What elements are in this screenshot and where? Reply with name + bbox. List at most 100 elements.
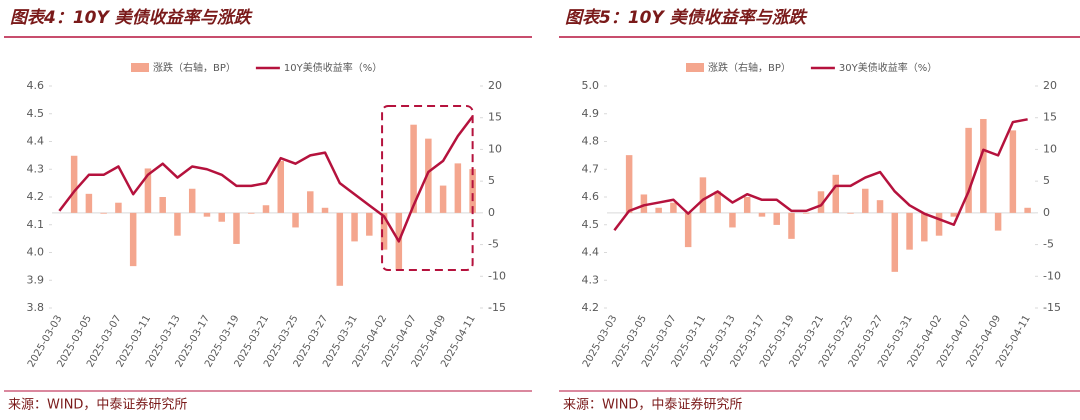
source: 来源：WIND，中泰证券研究所 bbox=[8, 397, 187, 413]
y-tick-label: 4.0 bbox=[27, 246, 45, 259]
bar bbox=[469, 169, 476, 213]
bar bbox=[729, 212, 736, 228]
bar bbox=[336, 212, 344, 286]
y-tick-label: 4.3 bbox=[582, 273, 600, 286]
legend-label: 30Y美债收益率（%） bbox=[839, 61, 937, 74]
y2-tick-label: 20 bbox=[488, 79, 502, 92]
bar bbox=[862, 188, 869, 213]
y-tick-label: 4.6 bbox=[582, 190, 600, 203]
bar bbox=[847, 212, 854, 214]
bar bbox=[684, 212, 692, 248]
chart-title: 图表5：10Y 美债收益率与涨跌 bbox=[565, 8, 809, 28]
bar bbox=[307, 191, 314, 213]
bar bbox=[1009, 130, 1017, 213]
bar bbox=[1024, 207, 1031, 213]
bar bbox=[817, 191, 825, 213]
highlight-box bbox=[381, 105, 474, 271]
y-tick-label: 3.9 bbox=[27, 273, 45, 286]
y-tick-label: 4.7 bbox=[582, 162, 600, 175]
bar bbox=[262, 205, 270, 213]
y-tick-label: 4.5 bbox=[27, 107, 45, 120]
legend-swatch bbox=[686, 63, 704, 72]
y2-tick-label: 20 bbox=[1043, 79, 1057, 92]
bar bbox=[144, 168, 152, 213]
bar bbox=[233, 212, 240, 244]
bar bbox=[994, 212, 1002, 231]
bar bbox=[906, 212, 913, 250]
bar bbox=[439, 185, 447, 213]
y-tick-label: 4.2 bbox=[582, 301, 600, 314]
y-tick-label: 4.4 bbox=[27, 135, 45, 148]
bar bbox=[115, 202, 122, 213]
bar bbox=[247, 212, 255, 214]
bar bbox=[188, 188, 196, 213]
bar bbox=[714, 191, 721, 213]
y-tick-label: 5.0 bbox=[582, 79, 600, 92]
bar bbox=[743, 197, 751, 213]
y2-tick-label: 15 bbox=[488, 111, 502, 124]
chart-title: 图表4：10Y 美债收益率与涨跌 bbox=[10, 8, 254, 28]
bar bbox=[788, 212, 795, 239]
y2-tick-label: -10 bbox=[1043, 269, 1061, 282]
bar bbox=[965, 127, 972, 213]
line bbox=[613, 118, 1028, 232]
legend-swatch bbox=[131, 63, 149, 72]
bar bbox=[758, 212, 766, 217]
bar bbox=[773, 212, 780, 225]
y-tick-label: 3.8 bbox=[27, 301, 45, 314]
y-tick-label: 4.4 bbox=[582, 246, 600, 259]
bar bbox=[699, 177, 707, 213]
line bbox=[58, 115, 474, 243]
y2-tick-label: 15 bbox=[1043, 111, 1057, 124]
y2-tick-label: 5 bbox=[488, 174, 495, 187]
bar bbox=[670, 202, 677, 213]
y2-tick-label: 10 bbox=[488, 142, 502, 155]
bar bbox=[174, 212, 181, 236]
legend-label: 涨跌（右轴，BP） bbox=[153, 61, 236, 74]
y-tick-label: 4.1 bbox=[27, 218, 45, 231]
bar bbox=[876, 200, 884, 213]
y-tick-label: 4.6 bbox=[27, 79, 45, 92]
bar bbox=[980, 118, 987, 213]
y2-tick-label: -10 bbox=[488, 269, 506, 282]
y2-tick-label: -15 bbox=[1043, 301, 1061, 314]
bar bbox=[292, 212, 299, 228]
source: 来源：WIND，中泰证券研究所 bbox=[563, 397, 742, 413]
bar bbox=[454, 163, 462, 213]
bar bbox=[380, 212, 388, 250]
bar bbox=[891, 212, 899, 272]
bar bbox=[321, 207, 329, 213]
bar bbox=[425, 138, 432, 213]
y2-tick-label: 10 bbox=[1043, 142, 1057, 155]
legend-label: 涨跌（右轴，BP） bbox=[708, 61, 791, 74]
bar bbox=[410, 124, 417, 213]
y-tick-label: 4.2 bbox=[27, 190, 45, 203]
bar bbox=[832, 174, 840, 213]
bar bbox=[935, 212, 943, 236]
bar bbox=[129, 212, 137, 267]
y2-tick-label: -5 bbox=[488, 238, 499, 251]
y2-tick-label: -15 bbox=[488, 301, 506, 314]
bar bbox=[159, 197, 166, 213]
y-tick-label: 4.5 bbox=[582, 218, 600, 231]
y2-tick-label: 5 bbox=[1043, 174, 1050, 187]
y-tick-label: 4.9 bbox=[582, 107, 600, 120]
bar bbox=[218, 212, 225, 222]
bar bbox=[640, 194, 648, 213]
legend-label: 10Y美债收益率（%） bbox=[284, 61, 382, 74]
bar bbox=[802, 212, 810, 214]
bar bbox=[203, 212, 211, 217]
bar bbox=[921, 212, 928, 242]
y-tick-label: 4.8 bbox=[582, 135, 600, 148]
bar bbox=[950, 212, 958, 217]
bar bbox=[277, 160, 285, 213]
bar bbox=[85, 193, 93, 213]
bar bbox=[70, 155, 78, 213]
bar bbox=[655, 207, 662, 213]
bar bbox=[625, 155, 633, 213]
y2-tick-label: 0 bbox=[488, 206, 495, 219]
y-tick-label: 4.3 bbox=[27, 162, 45, 175]
bar bbox=[351, 212, 358, 242]
bar bbox=[100, 212, 107, 214]
